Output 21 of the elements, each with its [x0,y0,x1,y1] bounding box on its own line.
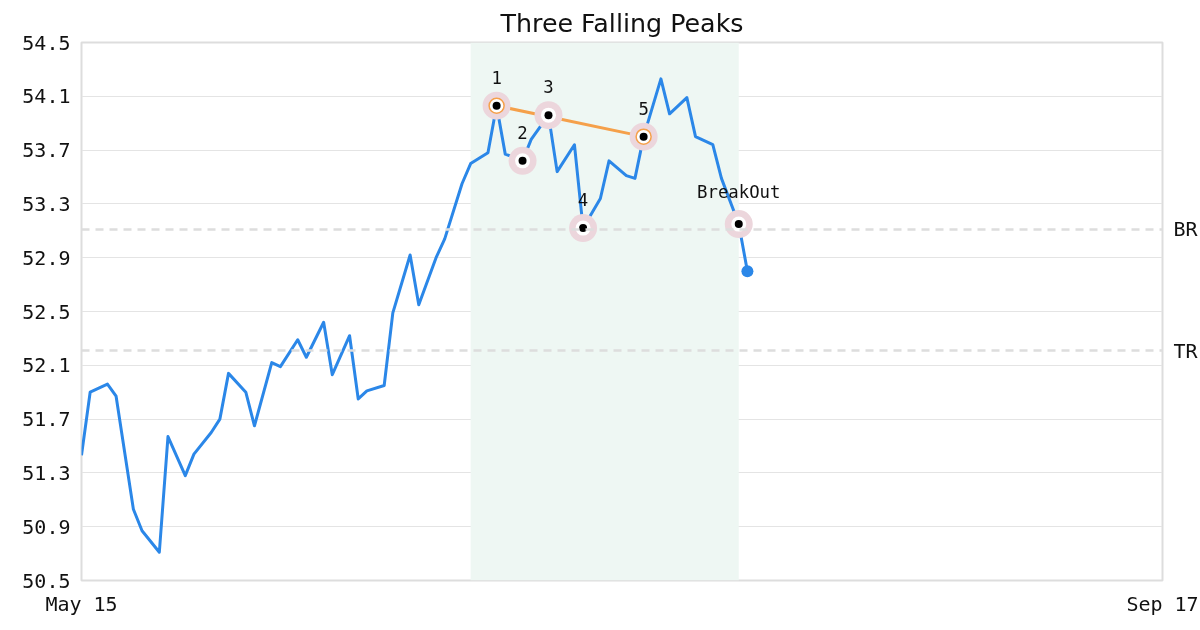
ref-line-label: BR [1173,217,1199,242]
annotation: 2 [517,122,528,143]
ref-line-label: TR [1173,338,1199,363]
y-tick-label: 50.5 [22,568,71,593]
x-tick-label: May 15 [45,591,118,616]
y-tick-label: 54.5 [22,30,71,55]
x-tick-label: Sep 17 [1126,591,1199,616]
y-tick-label: 52.9 [22,245,71,270]
point [741,265,754,278]
y-tick-label: 53.7 [22,138,71,163]
y-tick-label: 54.1 [22,84,71,109]
y-tick-label: 52.1 [22,353,71,378]
y-tick-label: 53.3 [22,191,71,216]
y-tick-label: 50.9 [22,514,71,539]
annotation: 1 [491,67,502,88]
annotation: 5 [638,98,649,119]
y-tick-label: 52.5 [22,299,71,324]
chart-title: Three Falling Peaks [499,7,744,38]
y-tick-label: 51.3 [22,460,71,485]
y-tick-label: 51.7 [22,407,71,432]
annotation: 3 [543,77,554,98]
